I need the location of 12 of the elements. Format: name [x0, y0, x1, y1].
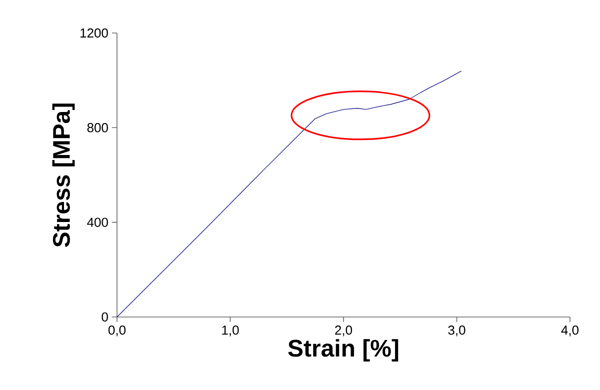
y-tick-label: 800: [87, 123, 108, 132]
x-tick-label: 4,0: [561, 326, 579, 336]
x-tick-label: 0,0: [108, 326, 126, 336]
line-series: [116, 70, 462, 318]
y-axis-title: Stress [MPa]: [52, 104, 75, 247]
x-tick-label: 1,0: [222, 326, 239, 336]
x-tick-label: 2,0: [335, 326, 352, 336]
x-axis-title: Strain [%]: [288, 339, 398, 362]
y-tick-label: 0: [102, 312, 108, 322]
y-tick-label: 1200: [80, 28, 108, 38]
x-tick-label: 3,0: [448, 326, 466, 336]
y-tick-label: 400: [87, 218, 108, 227]
